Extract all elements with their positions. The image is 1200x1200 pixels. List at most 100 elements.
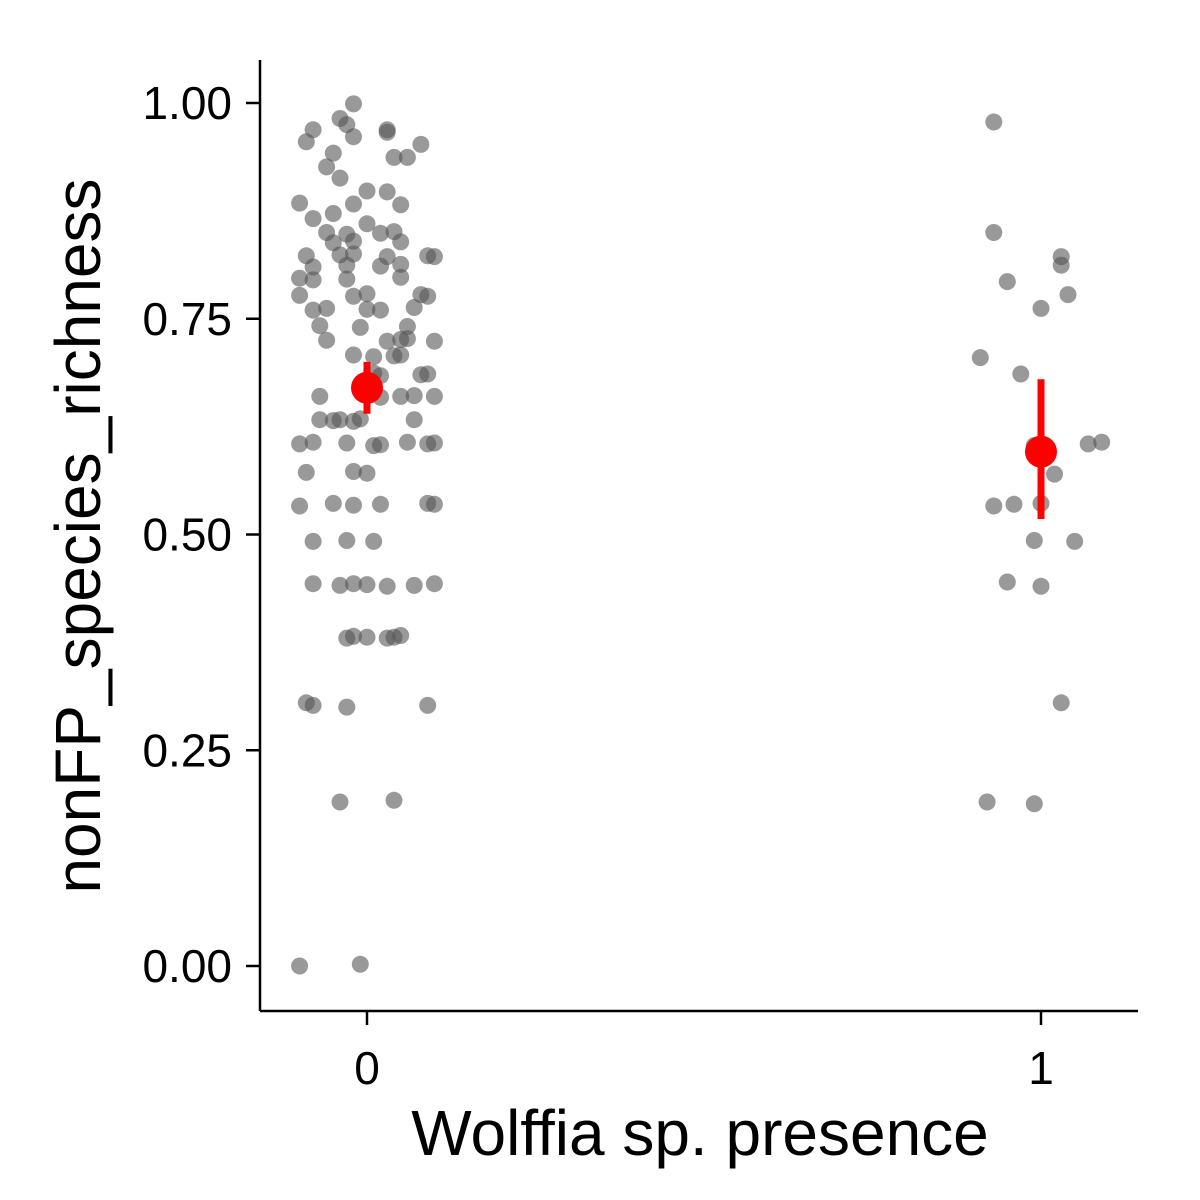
mean-marker [351,371,383,404]
data-point [1052,248,1070,266]
data-point [998,573,1016,591]
data-point [311,411,329,429]
data-point [304,532,322,550]
data-point [358,182,376,200]
data-point [304,575,322,593]
data-point [372,224,389,242]
data-point [1025,532,1043,549]
data-point [304,433,322,451]
data-point [338,532,356,549]
data-point [1032,577,1050,595]
mean-marker [1025,435,1057,468]
data-point [324,494,342,512]
data-point [405,576,423,594]
data-point [358,285,376,303]
data-point [311,317,329,335]
data-point [398,318,416,335]
data-point [1079,435,1097,453]
data-point [405,411,423,429]
data-point [405,387,423,405]
data-point [978,793,996,811]
data-point [358,215,376,233]
data-point [405,299,423,316]
data-point [345,287,362,305]
data-point [345,95,362,113]
data-point [358,628,376,646]
data-point [372,495,389,513]
data-point [318,224,336,241]
data-point [358,576,376,594]
data-point [358,300,376,318]
data-point [324,144,342,162]
data-point [385,791,403,809]
data-point [985,224,1003,241]
data-point [425,575,443,593]
data-point [985,497,1003,515]
data-point [425,248,443,266]
data-point [304,271,322,289]
y-axis-ticks: 0.00 0.25 0.50 0.75 1.00 [142,77,260,992]
data-point [378,183,396,201]
data-point [351,318,369,336]
data-point [345,245,362,263]
data-point [398,433,416,451]
data-point [338,698,356,716]
y-tick-label: 0.25 [142,724,232,776]
data-point [291,286,309,304]
data-point [291,957,309,975]
data-point [338,116,356,134]
data-point [1052,694,1070,712]
y-tick-label: 0.00 [142,940,232,992]
data-point [425,387,443,405]
axes [258,60,1138,1013]
data-point [1005,495,1023,513]
y-tick-label: 0.50 [142,509,232,561]
data-point [425,332,443,350]
data-point [331,169,349,187]
data-point [345,463,362,480]
data-point [398,330,416,348]
data-point [291,269,309,287]
data-point [318,331,336,349]
data-point [1012,365,1030,383]
data-point [419,696,437,714]
x-tick-label: 1 [1028,1042,1054,1094]
data-point [297,694,315,712]
data-point [1059,286,1077,304]
data-point [1032,299,1050,317]
x-tick-label: 0 [354,1042,380,1094]
data-point [398,148,416,166]
data-point [351,410,369,428]
data-point [291,497,309,515]
data-point [304,210,322,228]
data-point [1046,465,1063,483]
y-tick-label: 0.75 [142,293,232,345]
data-point [311,387,329,405]
data-point [392,268,410,286]
data-point [392,346,410,364]
data-point [338,434,356,452]
data-point [998,273,1016,291]
data-point [297,463,315,481]
data-point [331,576,349,594]
data-point [392,387,410,405]
x-axis-title: Wolffia sp. presence [411,1097,989,1169]
data-point [345,575,362,593]
data-point [331,793,349,811]
data-point [419,365,437,383]
data-point [372,301,389,319]
data-point [378,577,396,595]
data-point [378,332,396,350]
data-point [372,436,389,454]
data-point [318,158,336,176]
data-point [365,348,383,366]
data-point [365,532,383,550]
summary-markers [351,361,1057,519]
data-point [392,627,410,644]
data-point [412,135,430,153]
data-point [345,195,362,213]
data-point [304,121,322,139]
data-point [378,248,396,266]
data-point [385,223,403,241]
